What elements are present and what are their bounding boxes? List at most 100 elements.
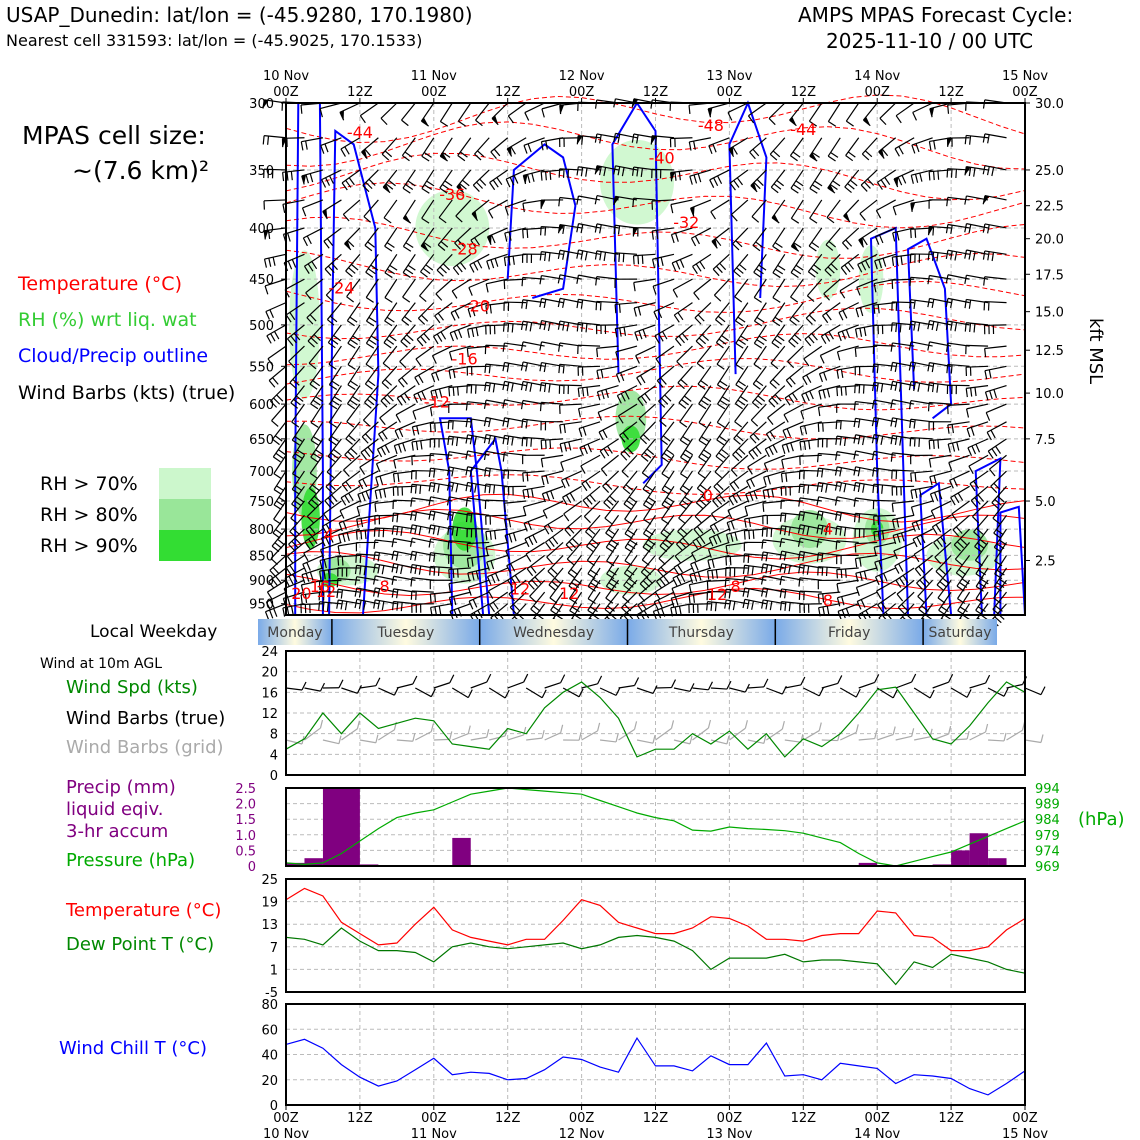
wind-barb	[669, 137, 693, 148]
rh-area-23	[858, 245, 884, 313]
wind-barb-shaft	[818, 591, 841, 595]
wind-barb-flag	[309, 487, 317, 495]
wind-barb-flag	[520, 361, 524, 371]
wind-barb-flag	[421, 155, 430, 162]
wind-barb-flag	[742, 565, 746, 575]
wind-barb-shaft	[438, 199, 453, 218]
wind-barb	[982, 223, 1007, 234]
wind-barb-shaft	[289, 365, 305, 384]
wind10m-barb-true	[913, 687, 935, 699]
wind-barb-flag	[557, 320, 561, 330]
wind-barb-shaft	[879, 102, 897, 119]
wind-barb	[912, 102, 933, 121]
wind-barb-flag	[576, 223, 580, 233]
wind-barb-flag	[716, 342, 724, 349]
wind-barb-flag	[707, 560, 711, 569]
wind-barb	[661, 500, 675, 525]
wind-barb	[273, 500, 287, 525]
wind-barb-shaft	[733, 421, 749, 440]
wind-barb-flag	[691, 552, 697, 561]
wind10m-barb-grid-flag	[726, 735, 730, 745]
wind-barb	[874, 567, 896, 586]
wind-barb-shaft	[788, 324, 804, 342]
wind-barb-flag	[416, 338, 424, 347]
wind-barb-flag	[919, 488, 922, 498]
wind-barb-pennant	[910, 202, 916, 212]
wind-barb	[965, 344, 989, 355]
wind-barb-flag	[354, 565, 358, 575]
wind-barb-flag	[684, 496, 693, 503]
wind-barb-shaft	[529, 579, 546, 597]
wind-barb-flag	[744, 506, 748, 516]
wind-barb-flag	[933, 475, 937, 485]
wind-barb-shaft	[375, 470, 398, 478]
wind-barb-flag	[643, 451, 652, 459]
wind-barb-flag	[311, 484, 320, 491]
wind-barb-flag	[539, 251, 542, 261]
wind-barb	[652, 278, 675, 295]
wind-barb-flag	[728, 589, 732, 599]
wind-barb-shaft	[679, 470, 693, 490]
wind-barb	[632, 227, 656, 237]
wind-barb	[772, 227, 786, 252]
wind-barb-shaft	[401, 102, 416, 121]
wind-barb-flag	[547, 570, 555, 578]
wind-barb	[468, 591, 490, 610]
wind-barb-flag	[506, 418, 510, 428]
wind-barb-flag	[698, 403, 707, 410]
wind-barb-flag	[716, 363, 725, 370]
wind-barb	[521, 418, 545, 429]
wind-barb-shaft	[993, 528, 1008, 548]
wind-barb-pennant	[558, 224, 565, 234]
wind-barb	[526, 554, 546, 577]
wind-barb-flag	[347, 320, 355, 327]
wind-barb-flag	[717, 315, 726, 323]
wind10m-barb-true-flag	[393, 686, 399, 696]
wind-barb-flag	[364, 449, 371, 457]
wind-barb-shaft	[326, 454, 342, 473]
wind-barb-flag	[410, 484, 413, 494]
wind-barb-flag	[779, 512, 783, 522]
wind-barb-shaft	[327, 438, 342, 457]
wind-barb-flag	[410, 511, 413, 521]
wind-barb-flag	[707, 549, 712, 558]
wind-barb	[713, 470, 730, 494]
wind10m-barb-true	[636, 685, 658, 695]
wind-barb-flag	[411, 441, 414, 451]
wind-barb	[733, 421, 749, 445]
wind-barb-flag	[733, 270, 741, 278]
wind-barb-flag	[587, 598, 596, 604]
wind-barb-shaft	[802, 365, 823, 378]
wind-barb-flag	[350, 447, 358, 455]
wind-barb-flag	[712, 500, 719, 508]
wind-barb-flag	[806, 565, 810, 575]
wind-barb-shaft	[382, 345, 398, 364]
wind-barb	[300, 579, 324, 594]
wind-barb-shaft	[303, 227, 324, 239]
wind-barb	[605, 579, 620, 604]
wind-barb-pennant	[827, 184, 835, 194]
wind-barb-shaft	[381, 137, 398, 155]
wind-barb	[265, 302, 287, 320]
wind-barb	[292, 438, 306, 463]
wind-barb-flag	[725, 545, 729, 555]
wind-barb-flag	[344, 146, 350, 155]
wind10m-barb-true-shaft	[803, 687, 820, 697]
wind-barb-shaft	[339, 500, 361, 512]
wind-barb-flag	[678, 335, 685, 344]
wind-barb-flag	[454, 310, 460, 319]
wind-barb-shaft	[488, 579, 508, 592]
wind-barb-flag	[774, 242, 783, 248]
wind-barb-flag	[465, 482, 469, 492]
wind-barb-flag	[969, 323, 972, 333]
wind-barb-shaft	[984, 250, 1007, 255]
wind-barb-flag	[788, 340, 796, 348]
wind-barb-flag	[381, 431, 388, 440]
wind-barb-shaft	[873, 483, 896, 487]
wind-barb-shaft	[845, 137, 860, 156]
xs-y2tick-label: 25.0	[1035, 164, 1064, 179]
wind-barb-flag	[758, 335, 767, 342]
wind-barb	[744, 500, 767, 516]
wind-barb-flag	[651, 259, 656, 268]
wind10m-barb-true-flag	[1003, 688, 1009, 697]
